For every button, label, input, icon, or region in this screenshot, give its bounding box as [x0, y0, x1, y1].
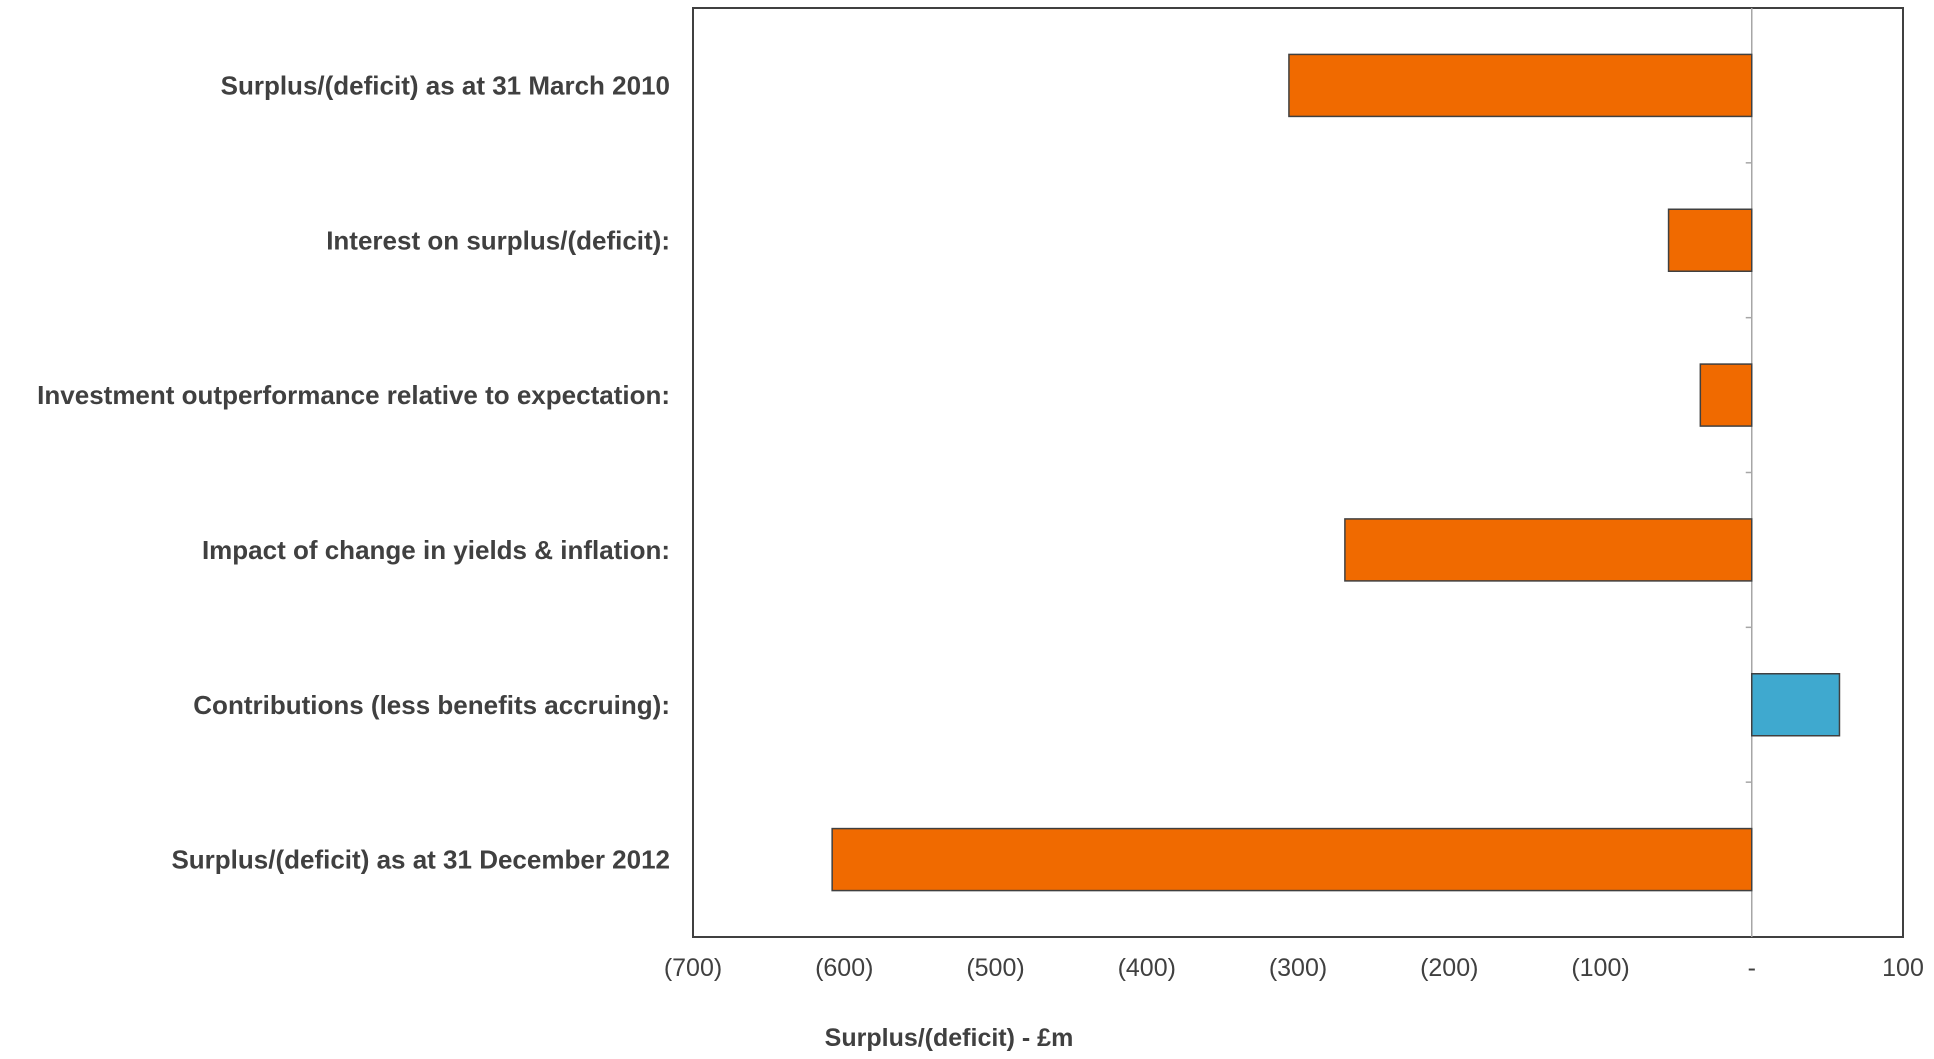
category-tick-marks	[1745, 162, 1752, 783]
category-label: Surplus/(deficit) as at 31 December 2012	[171, 845, 670, 875]
bar	[1699, 363, 1753, 427]
x-tick-label: 100	[1882, 954, 1924, 982]
x-tick-label: (400)	[1118, 954, 1176, 982]
x-tick-label: (700)	[664, 954, 722, 982]
x-axis-tick-labels: (700) (600) (500) (400) (300) (200) (100) - 100	[664, 954, 1924, 982]
bar	[1344, 518, 1753, 582]
bar	[1751, 673, 1841, 737]
x-tick-label: (100)	[1571, 954, 1629, 982]
x-tick-label: -	[1748, 954, 1756, 982]
plot-area-frame	[692, 7, 1904, 938]
x-axis-title: Surplus/(deficit) - £m	[825, 1024, 1074, 1052]
x-tick-label: (500)	[966, 954, 1024, 982]
category-label: Impact of change in yields & inflation:	[202, 535, 670, 565]
bar	[1288, 53, 1753, 118]
x-tick-label: (200)	[1420, 954, 1478, 982]
category-label: Surplus/(deficit) as at 31 March 2010	[221, 70, 670, 100]
bar	[831, 827, 1753, 892]
category-label: Contributions (less benefits accruing):	[193, 690, 670, 720]
category-labels: Surplus/(deficit) as at 31 March 2010 Int…	[37, 70, 670, 874]
category-label: Investment outperformance relative to ex…	[37, 380, 670, 410]
bars	[831, 53, 1841, 892]
x-tick-label: (300)	[1269, 954, 1327, 982]
x-tick-label: (600)	[815, 954, 873, 982]
category-label: Interest on surplus/(deficit):	[326, 225, 670, 255]
bar	[1667, 208, 1753, 272]
